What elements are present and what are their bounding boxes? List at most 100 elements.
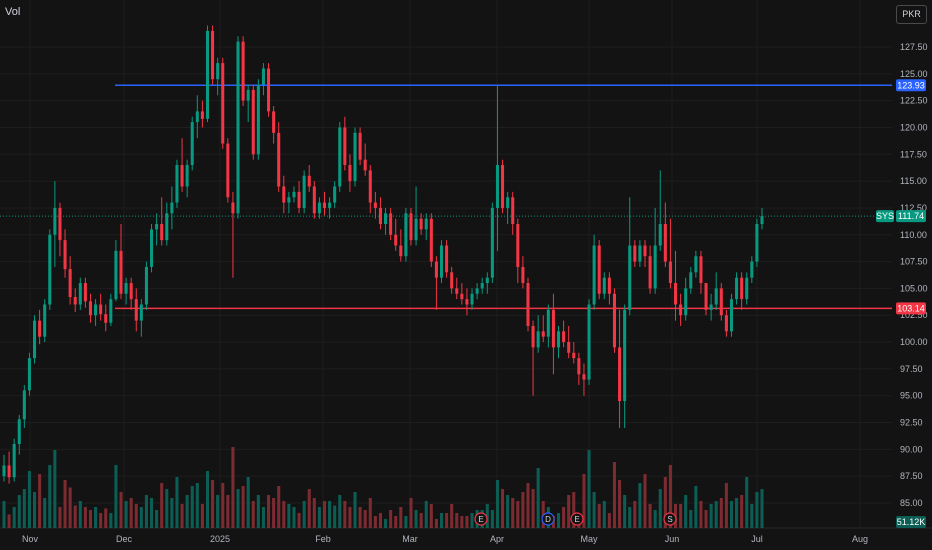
candle-body bbox=[302, 175, 306, 208]
candle-body bbox=[221, 63, 225, 144]
volume-bar bbox=[434, 519, 438, 528]
candle-body bbox=[577, 358, 581, 375]
volume-label: Vol bbox=[5, 6, 21, 18]
event-marker[interactable] bbox=[663, 512, 677, 526]
candle-body bbox=[536, 331, 540, 348]
candle-body bbox=[190, 122, 194, 166]
volume-bar bbox=[521, 492, 525, 528]
event-marker[interactable] bbox=[474, 512, 488, 526]
price-badge bbox=[896, 302, 926, 315]
y-tick-label: 105.00 bbox=[900, 283, 928, 293]
volume-bar bbox=[139, 507, 143, 528]
candle-body bbox=[546, 309, 550, 337]
volume-bar bbox=[12, 507, 16, 528]
volume-bar bbox=[526, 483, 530, 528]
candle-body bbox=[272, 111, 276, 133]
volume-bar bbox=[623, 495, 627, 528]
candle-body bbox=[200, 111, 204, 119]
candle-body bbox=[205, 30, 210, 119]
candle-body bbox=[343, 127, 347, 166]
volume-bar bbox=[618, 480, 622, 528]
volume-bar bbox=[587, 450, 591, 528]
x-tick-label: Jun bbox=[665, 534, 680, 544]
y-tick-label: 112.50 bbox=[900, 203, 927, 213]
y-tick-label: 92.50 bbox=[900, 418, 923, 428]
y-tick-label: 95.00 bbox=[900, 391, 923, 401]
x-tick-label: Feb bbox=[315, 534, 331, 544]
volume-bar bbox=[287, 504, 291, 528]
volume-bar bbox=[99, 513, 103, 528]
candle-body bbox=[475, 288, 479, 294]
volume-bar bbox=[165, 489, 169, 528]
x-tick-label: Nov bbox=[22, 534, 39, 544]
volume-bar bbox=[378, 513, 382, 528]
candle-body bbox=[175, 165, 179, 203]
volume-bar bbox=[419, 513, 423, 528]
volume-bar bbox=[312, 498, 316, 528]
volume-bar bbox=[134, 504, 138, 528]
volume-bar bbox=[88, 510, 93, 528]
volume-bar bbox=[735, 498, 739, 528]
candle-body bbox=[714, 288, 718, 305]
volume-bar bbox=[531, 489, 535, 528]
volume-bar bbox=[241, 486, 245, 528]
candle-body bbox=[104, 314, 108, 323]
event-marker[interactable] bbox=[541, 512, 555, 526]
candle-body bbox=[322, 202, 327, 208]
axis-badges: 123.93 103.14 SYS 111.74 51.12K bbox=[876, 79, 926, 528]
volume-bar bbox=[205, 471, 210, 528]
event-marker-label: E bbox=[574, 515, 579, 524]
y-tick-label: 120.00 bbox=[900, 122, 928, 132]
volume-bar bbox=[297, 513, 301, 528]
horizontal-lines[interactable] bbox=[0, 84, 892, 310]
candle-body bbox=[495, 165, 499, 208]
volume-bar bbox=[292, 507, 296, 528]
volume-bar bbox=[399, 507, 403, 528]
volume-bar bbox=[322, 501, 327, 528]
volume-badge-label: 51.12K bbox=[897, 517, 926, 527]
candle-body bbox=[256, 84, 260, 155]
candle-body bbox=[99, 304, 103, 315]
candle-body bbox=[287, 197, 291, 203]
y-tick-label: 97.50 bbox=[900, 364, 923, 374]
candle-body bbox=[684, 288, 688, 316]
price-axis[interactable]: 127.50 125.00 122.50 120.00 117.50 115.00 112.… bbox=[900, 42, 928, 508]
time-axis[interactable]: Nov Dec 2025 Feb Mar Apr May Jun Jul Aug bbox=[22, 534, 868, 544]
candle-body bbox=[282, 186, 286, 203]
candle-body bbox=[358, 132, 362, 160]
candle-body bbox=[185, 165, 189, 187]
volume-bar bbox=[704, 510, 708, 528]
x-tick-label: Mar bbox=[402, 534, 418, 544]
candle-body bbox=[373, 202, 377, 208]
volume-bar bbox=[597, 504, 601, 528]
x-tick-label: 2025 bbox=[210, 534, 230, 544]
volume-bar bbox=[32, 492, 37, 528]
volume-bar bbox=[389, 510, 393, 528]
y-tick-label: 115.00 bbox=[900, 176, 927, 186]
candle-body bbox=[434, 261, 438, 278]
volume-bar bbox=[58, 507, 62, 528]
candle-body bbox=[501, 165, 505, 208]
volume-bar bbox=[556, 513, 561, 528]
volume-bar bbox=[104, 508, 108, 528]
event-marker[interactable] bbox=[570, 512, 584, 526]
candle-body bbox=[409, 213, 413, 241]
candle-body bbox=[394, 234, 398, 246]
candle-body bbox=[2, 465, 6, 477]
candle-body bbox=[740, 277, 744, 300]
y-tick-label: 117.50 bbox=[900, 149, 927, 159]
currency-button[interactable]: PKR bbox=[896, 5, 927, 24]
x-tick-label: Aug bbox=[852, 534, 868, 544]
volume-bar bbox=[144, 495, 148, 528]
volume-bar bbox=[612, 462, 616, 528]
volume-bar bbox=[27, 471, 31, 528]
candle-body bbox=[729, 299, 734, 332]
y-tick-label: 85.00 bbox=[900, 498, 923, 508]
candle-body bbox=[88, 301, 93, 316]
volume-bar bbox=[155, 510, 159, 528]
volume-bar bbox=[455, 513, 459, 528]
volume-bar bbox=[94, 507, 98, 528]
candle-body bbox=[679, 304, 683, 316]
